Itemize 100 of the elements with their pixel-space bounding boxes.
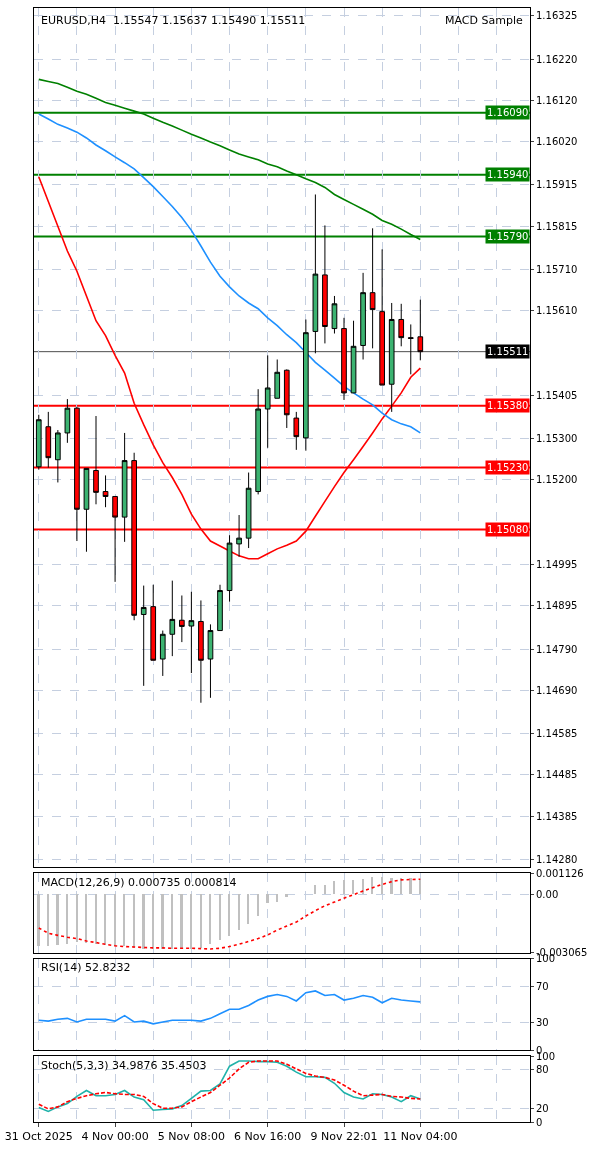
bar — [152, 894, 154, 950]
bar — [276, 894, 278, 903]
y-tick-label: 1.14995 — [536, 559, 578, 571]
candlestick — [274, 359, 281, 399]
candlestick — [140, 585, 147, 687]
bar — [219, 894, 221, 941]
bar — [324, 885, 326, 895]
bar — [142, 894, 145, 950]
y-tick-label: 0.00 — [536, 889, 559, 901]
bar — [123, 894, 125, 947]
bar — [333, 881, 335, 895]
y-tick-label: 1.16120 — [536, 94, 578, 106]
candlestick — [217, 584, 223, 632]
bar — [180, 894, 183, 950]
candlestick — [207, 623, 214, 699]
y-tick-label: 1.14585 — [536, 728, 578, 740]
y-tick-label: 70 — [536, 980, 549, 992]
chart-title: Stoch(5,3,3) 34.9876 35.4503 — [41, 1059, 207, 1072]
bar — [190, 894, 192, 950]
y-tick-label: 1.14895 — [536, 600, 578, 612]
y-tick-label: 1.15200 — [536, 474, 578, 486]
x-tick-label: 31 Oct 2025 — [4, 1130, 73, 1144]
ref-line-label: 1.15380 — [487, 400, 529, 411]
y-tick-label: 100 — [536, 953, 556, 965]
ref-line-label: 1.15511 — [487, 346, 529, 357]
ref-line-label: 1.16090 — [487, 107, 529, 118]
bar — [104, 894, 106, 946]
bar — [409, 878, 412, 895]
candlestick — [331, 295, 338, 335]
y-tick-label: 1.15915 — [536, 179, 578, 191]
bar — [209, 894, 211, 945]
bar — [352, 880, 354, 895]
y-tick-label: 1.16220 — [536, 53, 578, 65]
bar — [343, 880, 345, 895]
candlestick — [245, 472, 252, 549]
bar — [362, 879, 364, 895]
y-tick-label: 1.14690 — [536, 684, 578, 696]
y-tick-label: 1.14280 — [536, 854, 578, 866]
bar — [400, 878, 402, 895]
bar — [238, 894, 240, 931]
bar — [200, 894, 202, 949]
candlestick — [264, 354, 271, 449]
bar — [257, 894, 259, 917]
candlestick — [255, 388, 261, 495]
bar — [47, 894, 49, 947]
chart-title: MACD(12,26,9) 0.000735 0.000814 — [41, 876, 237, 889]
bar — [419, 880, 421, 895]
ref-line-label: 1.15790 — [487, 231, 529, 242]
candlestick — [179, 594, 185, 643]
bar — [133, 894, 135, 949]
x-tick-label: 4 Nov 00:00 — [81, 1130, 149, 1144]
candlestick — [64, 398, 71, 444]
line-series — [37, 990, 422, 1025]
bar — [390, 878, 393, 895]
x-tick-label: 5 Nov 08:00 — [157, 1130, 225, 1144]
bar — [76, 894, 78, 943]
bar — [381, 877, 383, 895]
candlestick — [55, 429, 61, 483]
y-tick-label: 1.15610 — [536, 305, 578, 317]
y-tick-label: 0.001126 — [536, 867, 584, 879]
candlestick — [198, 599, 204, 704]
bar — [37, 894, 40, 947]
candlestick — [322, 224, 328, 344]
bar — [171, 894, 173, 950]
candlestick — [169, 580, 176, 657]
y-tick-label: 1.15815 — [536, 220, 578, 232]
bar — [161, 894, 164, 950]
candlestick — [398, 303, 405, 347]
bar — [228, 894, 230, 937]
candlestick — [236, 514, 242, 558]
y-tick-label: 30 — [536, 1017, 549, 1029]
y-tick-label: 1.15405 — [536, 389, 578, 401]
candlestick — [83, 467, 90, 553]
x-tick-label: 9 Nov 22:01 — [310, 1130, 378, 1144]
x-tick-label: 6 Nov 16:00 — [234, 1130, 302, 1144]
chart-title: RSI(14) 52.8232 — [41, 961, 131, 974]
bar — [85, 894, 87, 944]
bar — [314, 885, 316, 895]
y-tick-label: 1.14790 — [536, 643, 578, 655]
bar — [56, 894, 59, 946]
candlestick — [159, 630, 166, 677]
bar — [95, 894, 97, 945]
y-tick-label: 1.15710 — [536, 264, 578, 276]
candlestick — [150, 584, 157, 661]
y-tick-label: 0 — [536, 1116, 543, 1128]
candlestick — [121, 432, 128, 543]
y-tick-label: 1.14385 — [536, 810, 578, 822]
y-tick-label: 20 — [536, 1103, 549, 1115]
candlestick — [102, 474, 109, 508]
y-tick-label: 80 — [536, 1063, 549, 1075]
bar — [247, 894, 249, 925]
x-tick-label: 11 Nov 04:00 — [383, 1130, 458, 1144]
candlestick — [293, 411, 300, 451]
candlestick — [35, 414, 42, 471]
y-tick-label: 1.15300 — [536, 433, 578, 445]
bar — [114, 894, 116, 947]
candlestick — [369, 227, 376, 349]
text: EURUSD,H4 1.15547 1.15637 1.15490 1.15511 — [41, 14, 306, 27]
text: MACD Sample — [445, 14, 523, 27]
line-series — [37, 113, 422, 434]
